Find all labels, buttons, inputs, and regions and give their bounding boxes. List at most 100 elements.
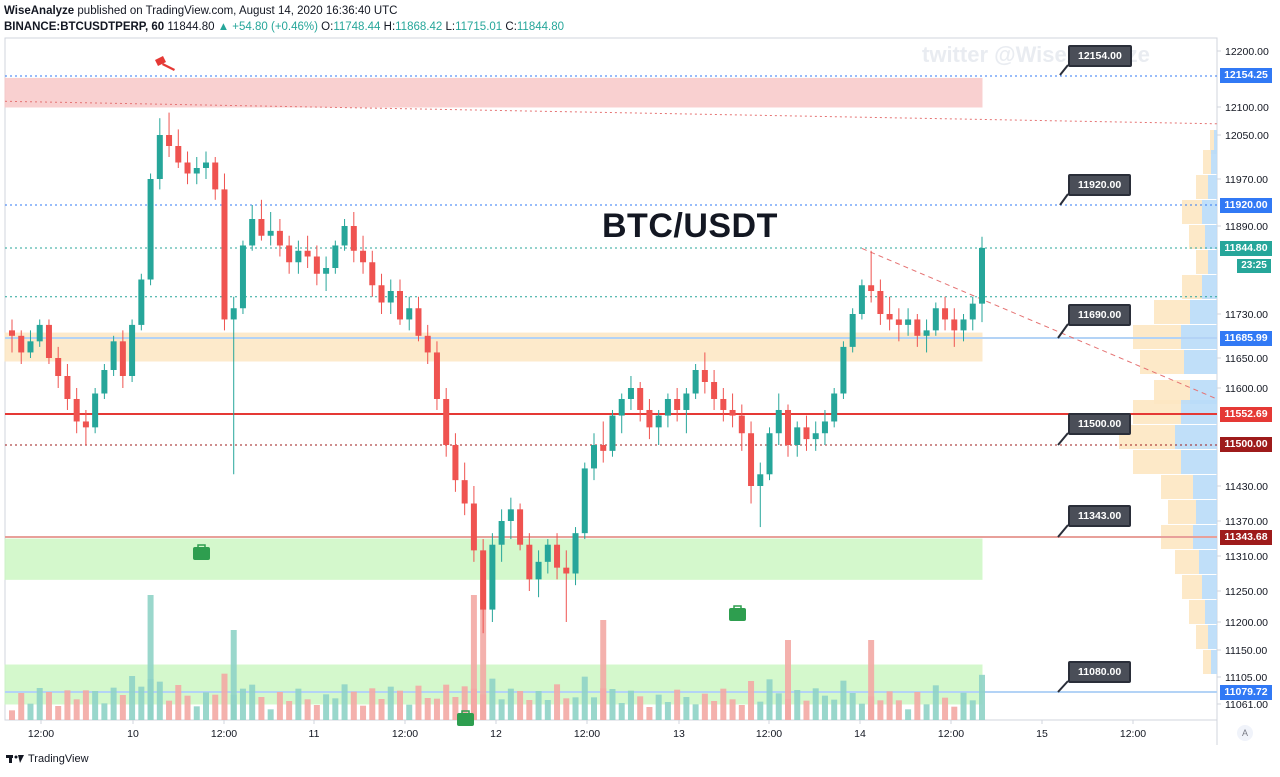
volume-profile-bar-down xyxy=(1184,350,1217,374)
candle-body xyxy=(840,346,847,394)
candle-body xyxy=(489,544,496,610)
volume-profile-bar-up xyxy=(1189,600,1205,624)
volume-profile-bar-up xyxy=(1140,350,1184,374)
volume-bar xyxy=(415,685,422,720)
candle-body xyxy=(249,219,256,246)
candle-body xyxy=(711,382,718,399)
volume-bar xyxy=(905,709,912,720)
callout-12154[interactable]: 12154.00 xyxy=(1068,45,1132,67)
candle-body xyxy=(701,370,708,382)
volume-profile-bar-down xyxy=(1196,500,1217,524)
briefcase-handle-icon xyxy=(197,544,206,550)
volume-bar xyxy=(609,689,616,720)
volume-bar xyxy=(424,698,431,720)
candle-body xyxy=(905,319,912,325)
candle-body xyxy=(175,146,182,163)
footer-brand[interactable]: TradingView xyxy=(28,753,89,765)
volume-bar xyxy=(535,691,542,720)
briefcase-icon xyxy=(729,608,746,621)
callout-11920[interactable]: 11920.00 xyxy=(1068,174,1132,196)
volume-bar xyxy=(960,692,967,720)
y-tick-label: 11105.00 xyxy=(1225,672,1267,684)
flag-icon xyxy=(155,56,175,71)
open-value: 11748.44 xyxy=(333,21,381,33)
volume-bar xyxy=(369,688,376,720)
volume-bar xyxy=(295,688,302,720)
auto-scale-button[interactable]: A xyxy=(1237,725,1253,741)
volume-bar xyxy=(655,694,662,720)
volume-profile-bar-up xyxy=(1175,550,1199,574)
candle-body xyxy=(323,268,330,274)
callout-11690[interactable]: 11690.00 xyxy=(1068,304,1132,326)
low-label: L: xyxy=(445,21,456,33)
volume-profile-bar-up xyxy=(1133,400,1181,424)
volume-bar xyxy=(397,690,403,720)
volume-bar xyxy=(387,686,394,720)
candle-body xyxy=(923,330,930,336)
candle-body xyxy=(748,433,755,486)
volume-profile-bar-down xyxy=(1208,625,1217,649)
volume-bar xyxy=(748,681,755,720)
volume-bar xyxy=(803,700,810,720)
volume-spike xyxy=(470,595,477,720)
volume-profile-bar-down xyxy=(1211,150,1217,174)
candle-body xyxy=(452,445,459,481)
price-label-12154: 12154.25 xyxy=(1220,68,1272,83)
candle-body xyxy=(415,308,422,336)
callout-11080[interactable]: 11080.00 xyxy=(1068,661,1132,683)
candle-body xyxy=(785,409,791,445)
volume-profile-bar-down xyxy=(1202,575,1217,599)
volume-bar xyxy=(914,692,921,720)
candle-body xyxy=(286,245,293,263)
zone-resistance-zone xyxy=(4,77,983,108)
symbol-name[interactable]: BINANCE:BTCUSDTPERP, 60 xyxy=(4,21,165,33)
candle-body xyxy=(147,179,154,280)
volume-bar xyxy=(267,709,274,720)
callout-11500[interactable]: 11500.00 xyxy=(1068,413,1132,435)
low-value: 11715.01 xyxy=(455,21,503,33)
x-tick-label: 12:00 xyxy=(28,728,54,740)
briefcase-icon xyxy=(193,547,210,560)
candle-body xyxy=(766,433,773,475)
x-tick-label: 12:00 xyxy=(756,728,782,740)
candle-body xyxy=(563,567,570,574)
high-label: H: xyxy=(383,21,396,33)
candle-body xyxy=(507,509,514,521)
candle-body xyxy=(775,409,782,434)
last-price: 11844.80 xyxy=(167,21,215,33)
y-tick-label: 11250.00 xyxy=(1225,586,1268,598)
candle-body xyxy=(683,393,690,410)
chart-header: WiseAnalyze published on TradingView.com… xyxy=(4,3,564,35)
y-tick-label: 11430.00 xyxy=(1225,481,1268,493)
candle-body xyxy=(849,314,856,347)
volume-profile-bar-down xyxy=(1208,250,1217,274)
candle-body xyxy=(36,324,43,342)
candle-body xyxy=(803,427,810,440)
candle-body xyxy=(821,421,828,434)
volume-spike xyxy=(480,580,487,720)
volume-bar xyxy=(831,699,838,720)
candle-body xyxy=(110,341,117,370)
volume-bar xyxy=(184,695,191,720)
candle-body xyxy=(258,219,265,236)
symbol-line: BINANCE:BTCUSDTPERP, 60 11844.80 ▲ +54.8… xyxy=(4,19,564,35)
x-tick-label: 12:00 xyxy=(211,728,237,740)
volume-bar xyxy=(498,699,505,720)
candle-body xyxy=(812,433,819,440)
candle-body xyxy=(498,521,505,545)
volume-bar xyxy=(581,676,588,720)
candle-body xyxy=(942,308,949,320)
callout-pointer xyxy=(1059,64,1069,76)
publisher-name[interactable]: WiseAnalyze xyxy=(4,5,75,17)
callout-11343[interactable]: 11343.00 xyxy=(1068,505,1132,527)
volume-bar xyxy=(572,697,579,720)
volume-bar xyxy=(637,696,644,720)
volume-bar xyxy=(591,697,597,720)
volume-bar xyxy=(517,691,524,720)
candle-body xyxy=(378,285,385,303)
volume-bar xyxy=(221,673,228,720)
volume-profile-bar-up xyxy=(1196,625,1208,649)
volume-bar xyxy=(378,699,385,720)
candle-body xyxy=(535,561,542,580)
